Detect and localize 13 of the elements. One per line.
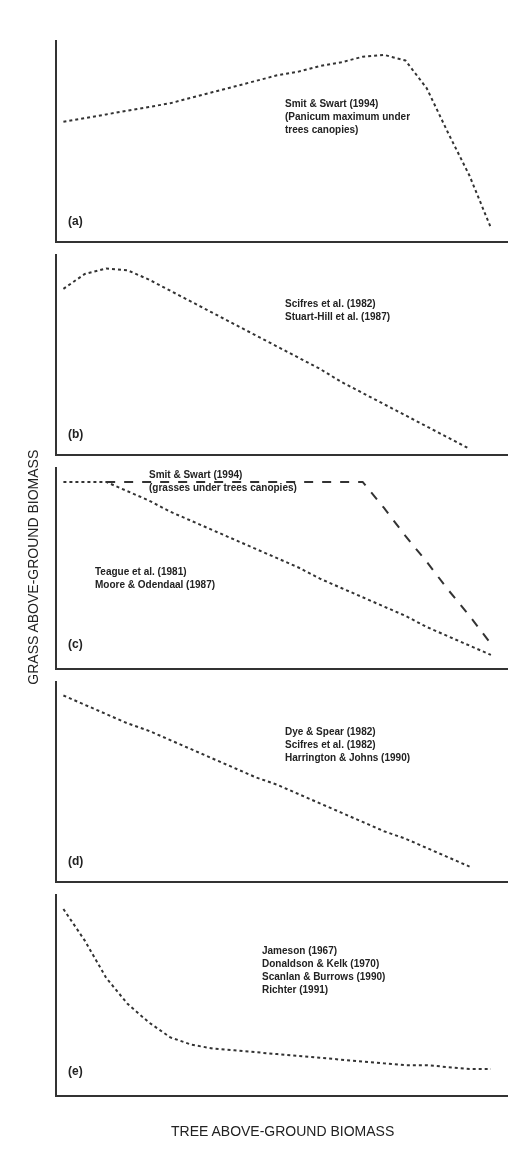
annotation: Dye & Spear (1982) Scifres et al. (1982) Harrington & Johns (1990) xyxy=(285,726,411,763)
annotation: (a) xyxy=(68,214,83,228)
annotation: (d) xyxy=(68,854,84,868)
y-axis-title: GRASS ABOVE-GROUND BIOMASS xyxy=(24,449,41,685)
annotation: (b) xyxy=(68,427,84,441)
annotation: Scifres et al. (1982) Stuart-Hill et al. (1987) xyxy=(285,298,391,322)
annotation: Smit & Swart (1994) (Panicum maximum under trees canopies) xyxy=(285,98,411,135)
annotation: (e) xyxy=(68,1064,83,1078)
annotation: (c) xyxy=(68,637,83,651)
x-axis-title: TREE ABOVE-GROUND BIOMASS xyxy=(171,1123,395,1139)
annotation: Teague et al. (1981) Moore & Odendaal (1987) xyxy=(95,566,216,590)
annotation: Smit & Swart (1994) (grasses under trees canopies) xyxy=(149,469,297,493)
annotation: Jameson (1967) Donaldson & Kelk (1970) Scanlan & Burrows (1990) Richter (1991) xyxy=(262,945,386,995)
